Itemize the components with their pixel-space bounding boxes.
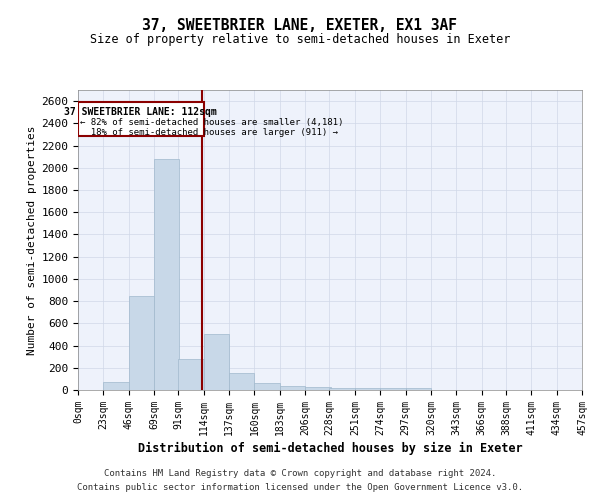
Bar bbox=[329, 388, 355, 390]
Bar bbox=[129, 296, 154, 390]
X-axis label: Distribution of semi-detached houses by size in Exeter: Distribution of semi-detached houses by … bbox=[137, 442, 523, 455]
Bar bbox=[254, 383, 280, 390]
Y-axis label: Number of semi-detached properties: Number of semi-detached properties bbox=[27, 125, 37, 355]
Text: 37, SWEETBRIER LANE, EXETER, EX1 3AF: 37, SWEETBRIER LANE, EXETER, EX1 3AF bbox=[143, 18, 458, 32]
Bar bbox=[204, 334, 229, 390]
Text: 37 SWEETBRIER LANE: 112sqm: 37 SWEETBRIER LANE: 112sqm bbox=[64, 107, 217, 117]
Bar bbox=[406, 388, 431, 390]
Bar bbox=[103, 382, 129, 390]
Text: 18% of semi-detached houses are larger (911) →: 18% of semi-detached houses are larger (… bbox=[80, 128, 338, 137]
Text: ← 82% of semi-detached houses are smaller (4,181): ← 82% of semi-detached houses are smalle… bbox=[80, 118, 344, 127]
Bar bbox=[154, 160, 179, 390]
Bar bbox=[355, 388, 380, 390]
Bar bbox=[380, 388, 406, 390]
Text: Contains HM Land Registry data © Crown copyright and database right 2024.: Contains HM Land Registry data © Crown c… bbox=[104, 468, 496, 477]
Bar bbox=[78, 102, 204, 136]
Text: Size of property relative to semi-detached houses in Exeter: Size of property relative to semi-detach… bbox=[90, 32, 510, 46]
Bar bbox=[280, 386, 305, 390]
Bar bbox=[305, 387, 331, 390]
Text: Contains public sector information licensed under the Open Government Licence v3: Contains public sector information licen… bbox=[77, 484, 523, 492]
Bar bbox=[178, 359, 204, 390]
Bar bbox=[229, 373, 254, 390]
